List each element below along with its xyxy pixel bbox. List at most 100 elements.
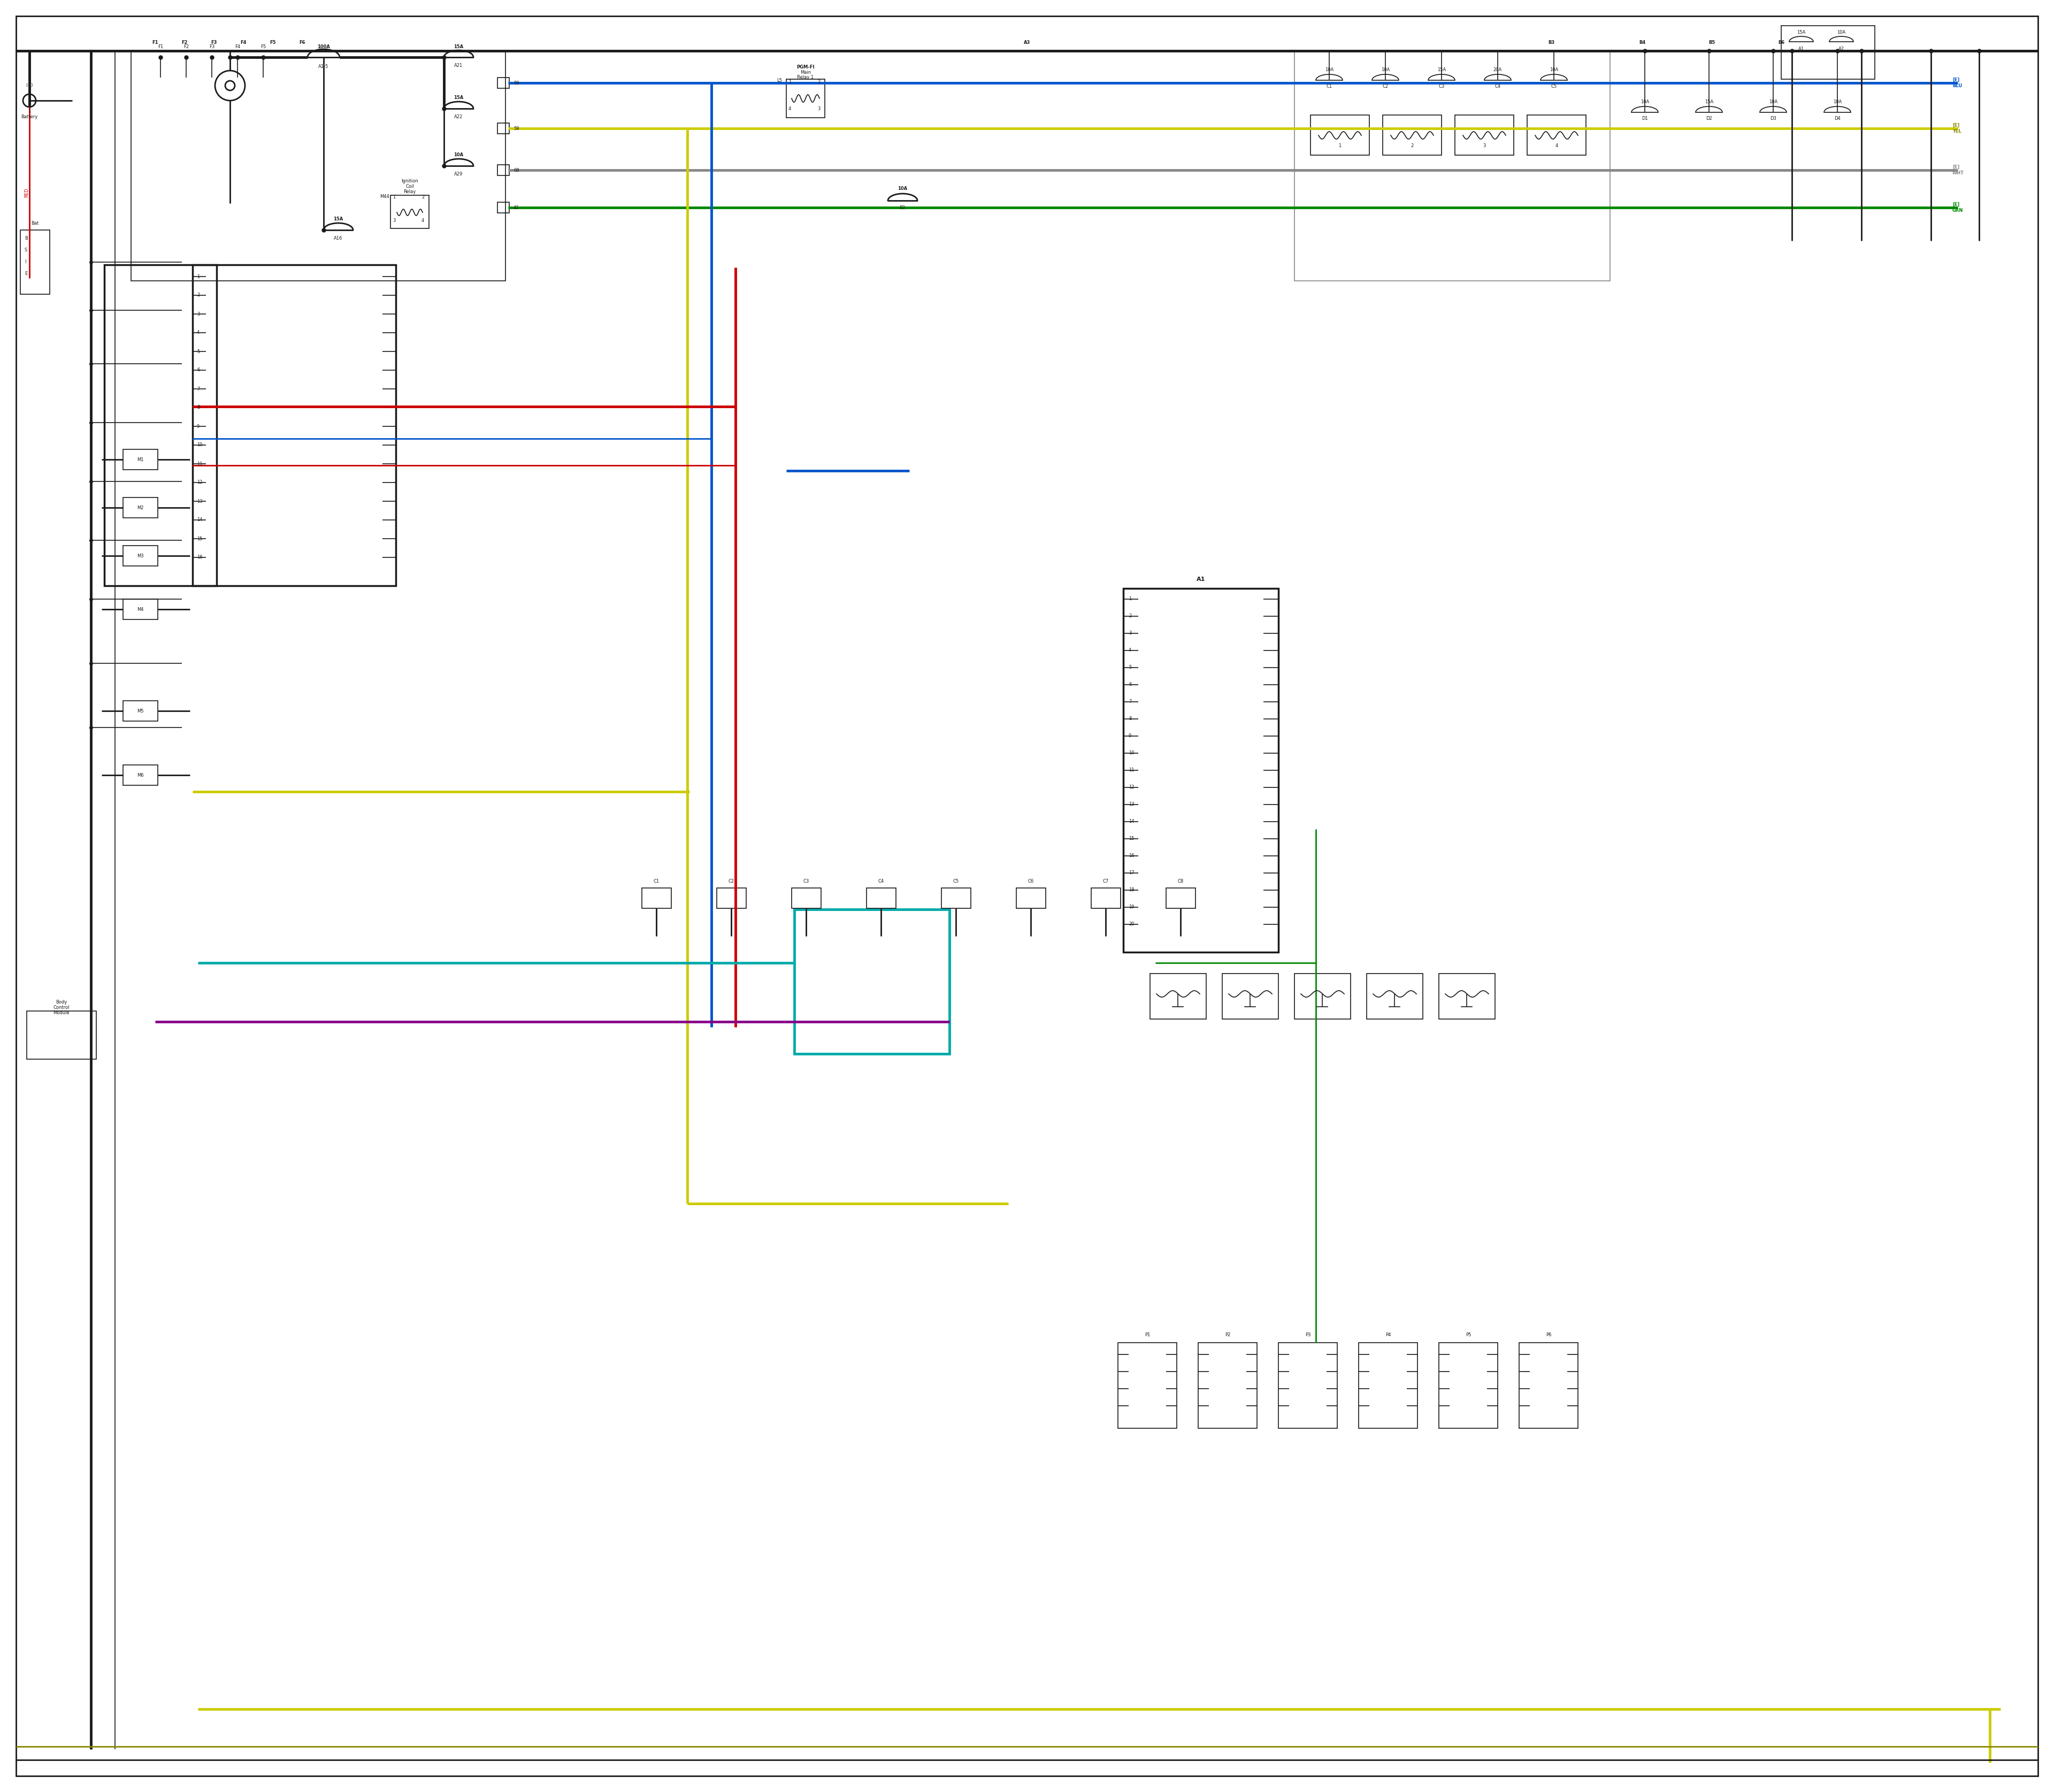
- Text: P3: P3: [1304, 1333, 1310, 1337]
- Text: F5: F5: [269, 39, 275, 45]
- Text: 1: 1: [197, 274, 199, 280]
- Text: M2: M2: [138, 505, 144, 511]
- Bar: [1294, 50, 1610, 281]
- Bar: [497, 202, 509, 213]
- Text: 10A: 10A: [1641, 100, 1649, 104]
- Text: P2: P2: [1224, 1333, 1230, 1337]
- Text: 3: 3: [392, 219, 396, 222]
- Text: 3: 3: [1483, 143, 1485, 149]
- Text: A1: A1: [1797, 47, 1803, 52]
- Text: 100A: 100A: [316, 45, 331, 48]
- Text: S: S: [25, 247, 27, 253]
- Bar: [21, 229, 49, 294]
- Text: 4: 4: [197, 330, 199, 335]
- Text: 11: 11: [197, 461, 203, 466]
- Text: A2: A2: [1838, 47, 1844, 52]
- Text: RED: RED: [25, 188, 29, 197]
- Text: 59: 59: [514, 125, 520, 131]
- Text: F1: F1: [158, 45, 162, 48]
- Text: 6: 6: [197, 367, 199, 373]
- Bar: [1382, 115, 1442, 156]
- Text: C6: C6: [1027, 878, 1033, 883]
- Bar: [941, 889, 972, 909]
- Bar: [390, 195, 429, 228]
- Text: B4: B4: [1639, 39, 1645, 45]
- Text: Main: Main: [801, 70, 811, 75]
- Bar: [1310, 115, 1370, 156]
- Text: B6: B6: [1779, 39, 1785, 45]
- Text: 8: 8: [1128, 717, 1132, 722]
- Text: 1: 1: [789, 79, 791, 84]
- Text: F4: F4: [240, 39, 246, 45]
- Bar: [193, 265, 396, 586]
- Text: 15A: 15A: [454, 45, 464, 48]
- Text: 3: 3: [1128, 631, 1132, 636]
- Bar: [791, 889, 822, 909]
- Text: A29: A29: [454, 172, 462, 177]
- Text: 68: 68: [514, 168, 520, 172]
- Text: D1: D1: [1641, 116, 1647, 120]
- Text: [E]
GRN: [E] GRN: [1953, 202, 1964, 213]
- Text: PGM-FI: PGM-FI: [797, 65, 815, 70]
- Text: L5: L5: [776, 79, 783, 82]
- Bar: [1440, 973, 1495, 1020]
- Bar: [1454, 115, 1514, 156]
- Text: 10: 10: [197, 443, 203, 448]
- Text: A1: A1: [1197, 577, 1206, 582]
- Bar: [717, 889, 746, 909]
- Text: M4: M4: [138, 607, 144, 611]
- Bar: [1358, 1342, 1417, 1428]
- Bar: [1197, 1342, 1257, 1428]
- Text: 15A: 15A: [1438, 68, 1446, 72]
- Text: 15A: 15A: [1705, 100, 1713, 104]
- Text: A21: A21: [454, 63, 462, 68]
- Text: 11: 11: [1128, 769, 1134, 772]
- Text: C2: C2: [729, 878, 733, 883]
- Bar: [867, 889, 896, 909]
- Text: P5: P5: [1465, 1333, 1471, 1337]
- Text: 16: 16: [1128, 853, 1134, 858]
- Text: 12: 12: [1128, 785, 1134, 790]
- Bar: [123, 498, 158, 518]
- Bar: [131, 50, 505, 281]
- Text: C4: C4: [877, 878, 883, 883]
- Text: 10A: 10A: [1832, 100, 1842, 104]
- Text: 3: 3: [817, 106, 820, 111]
- Text: 10A: 10A: [1380, 68, 1391, 72]
- Text: Bat: Bat: [31, 220, 39, 226]
- Text: 59: 59: [514, 81, 520, 86]
- Bar: [1520, 1342, 1577, 1428]
- Bar: [123, 545, 158, 566]
- Text: C3: C3: [1438, 84, 1444, 90]
- Text: 20: 20: [1128, 921, 1134, 926]
- Text: 15A: 15A: [1797, 30, 1805, 34]
- Bar: [105, 265, 216, 586]
- Bar: [1117, 1342, 1177, 1428]
- Text: 4: 4: [789, 106, 791, 111]
- Text: 10A: 10A: [1836, 30, 1844, 34]
- Text: F2: F2: [181, 39, 187, 45]
- Text: B5: B5: [1709, 39, 1715, 45]
- Text: 5: 5: [197, 349, 199, 353]
- Text: F6: F6: [300, 39, 306, 45]
- Bar: [1278, 1342, 1337, 1428]
- Text: B2: B2: [900, 206, 906, 210]
- Text: (+): (+): [27, 82, 33, 88]
- Text: M6: M6: [138, 772, 144, 778]
- Text: C3: C3: [803, 878, 809, 883]
- Text: 2: 2: [421, 195, 425, 199]
- Text: B: B: [25, 235, 29, 240]
- Text: F2: F2: [183, 45, 189, 48]
- Text: 15A: 15A: [333, 217, 343, 222]
- Text: [E]
BLU: [E] BLU: [1953, 77, 1962, 88]
- Text: F1: F1: [152, 39, 158, 45]
- Text: 14: 14: [1128, 819, 1134, 824]
- Text: 3: 3: [197, 312, 199, 317]
- Text: F3: F3: [212, 39, 218, 45]
- Text: 1: 1: [1339, 143, 1341, 149]
- Text: Body: Body: [55, 1000, 68, 1005]
- Text: 15A: 15A: [454, 95, 464, 100]
- Text: 10A: 10A: [1549, 68, 1559, 72]
- Text: 13: 13: [197, 498, 203, 504]
- Text: A1-5: A1-5: [318, 65, 329, 70]
